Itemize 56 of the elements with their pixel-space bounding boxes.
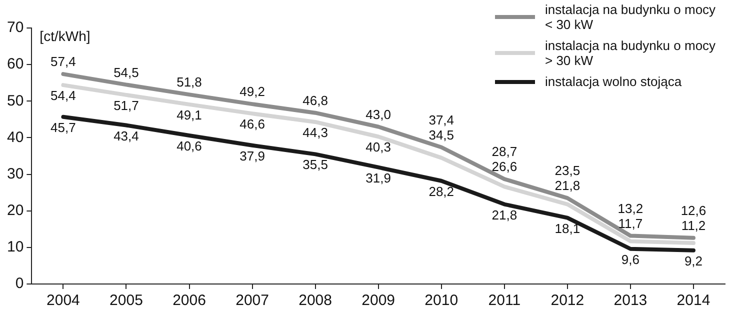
y-tick-label: 50 — [6, 92, 24, 110]
data-label: 57,4 — [50, 54, 76, 70]
x-tick-label: 2006 — [172, 292, 206, 310]
x-tick-label: 2004 — [46, 292, 80, 310]
x-tick-label: 2005 — [110, 292, 143, 310]
x-tick-label: 2010 — [424, 292, 458, 310]
x-tick-label: 2009 — [362, 292, 396, 310]
data-label: 40,6 — [176, 138, 202, 154]
data-label: 11,7 — [618, 216, 643, 231]
data-label: 34,5 — [428, 127, 454, 142]
data-label: 45,7 — [50, 120, 76, 135]
data-label: 37,4 — [428, 112, 454, 128]
data-label: 21,8 — [554, 178, 580, 194]
data-label: 18,1 — [554, 220, 580, 236]
data-label: 11,2 — [681, 218, 706, 233]
x-tick-label: 2011 — [488, 292, 521, 310]
data-label: 21,8 — [492, 207, 518, 222]
data-label: 54,4 — [50, 88, 76, 104]
data-label: 44,3 — [302, 125, 328, 140]
data-label: 23,5 — [554, 163, 580, 178]
y-tick-label: 60 — [6, 56, 24, 73]
data-label: 43,0 — [366, 106, 391, 122]
data-label: 40,3 — [366, 140, 391, 155]
y-tick-label: 40 — [6, 128, 24, 146]
y-axis-title: [ct/kWh] — [40, 28, 90, 44]
data-label: 9,2 — [684, 253, 703, 268]
x-tick-label: 2012 — [550, 292, 584, 310]
data-label: 26,6 — [492, 159, 518, 174]
data-label: 31,9 — [366, 170, 391, 186]
data-label: 54,5 — [114, 64, 139, 80]
data-label: 49,1 — [176, 108, 202, 123]
x-tick-label: 2008 — [298, 292, 332, 310]
y-tick-label: 20 — [6, 202, 24, 219]
data-label: 9,6 — [621, 252, 640, 267]
x-tick-label: 2013 — [614, 292, 648, 310]
data-label: 46,8 — [302, 92, 328, 108]
data-label: 43,4 — [114, 128, 139, 144]
data-label: 37,9 — [240, 148, 265, 164]
data-label: 51,8 — [176, 74, 202, 90]
legend-label: instalacja wolno stojąca — [545, 74, 682, 89]
data-label: 51,7 — [114, 98, 139, 114]
data-label: 35,5 — [302, 157, 328, 172]
legend-label: instalacja na budynku o mocy > 30 kW — [545, 38, 717, 68]
data-label: 13,2 — [618, 200, 644, 216]
x-tick-label: 2014 — [676, 292, 710, 310]
x-tick-label: 2007 — [236, 292, 269, 310]
data-label: 28,2 — [428, 184, 454, 199]
y-tick-label: 30 — [6, 165, 24, 182]
data-label: 12,6 — [680, 203, 706, 218]
y-tick-label: 10 — [6, 238, 24, 256]
legend-label: instalacja na budynku o mocy < 30 kW — [545, 2, 717, 32]
data-label: 28,7 — [492, 144, 518, 160]
data-label: 49,2 — [240, 84, 265, 100]
data-label: 46,6 — [240, 116, 265, 132]
y-tick-label: 0 — [15, 275, 24, 292]
y-tick-label: 70 — [6, 19, 24, 36]
